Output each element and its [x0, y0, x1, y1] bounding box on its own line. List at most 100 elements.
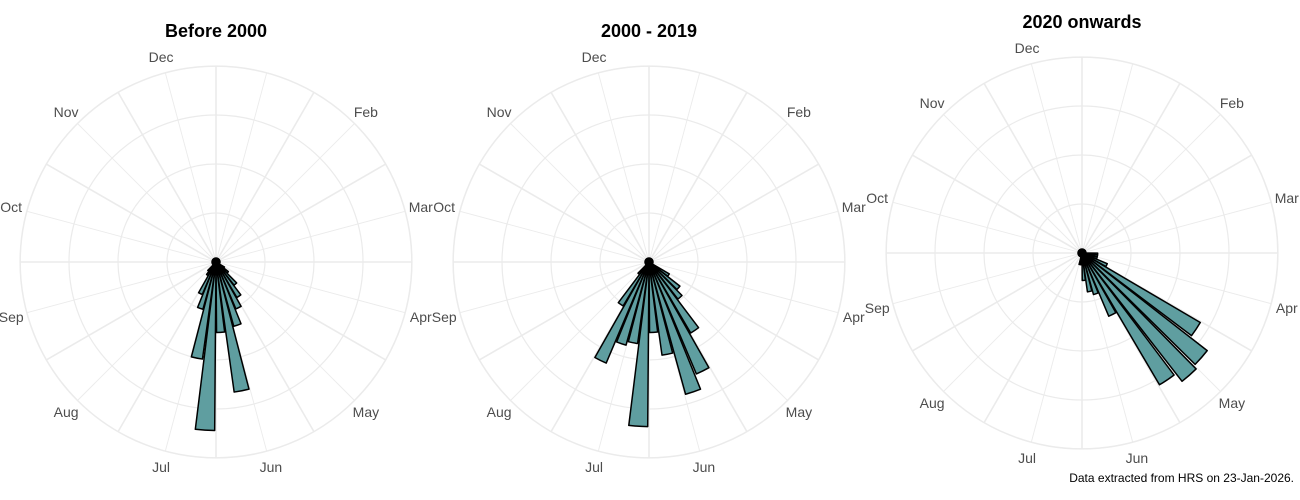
grid-spoke-minor: [1030, 252, 1083, 443]
grid-spoke-major: [648, 261, 819, 361]
grid-spoke-minor: [215, 261, 355, 401]
grid-spoke-minor: [648, 210, 839, 263]
grid-spoke-minor: [1081, 114, 1221, 254]
bar: [648, 261, 702, 395]
bar: [215, 261, 242, 327]
month-label: Mar: [842, 199, 866, 215]
grid-spoke-minor: [510, 261, 650, 401]
grid-spoke-major: [550, 92, 650, 263]
month-label: May: [353, 404, 379, 420]
bars: [1077, 248, 1208, 386]
grid-spoke-major: [215, 92, 315, 263]
bar: [648, 261, 659, 334]
grid-spoke-major: [648, 92, 748, 263]
grid-spoke-minor: [1081, 63, 1134, 254]
grid-spoke-minor: [943, 114, 1083, 254]
grid-spoke-major: [912, 154, 1083, 254]
grid-spoke-minor: [459, 261, 650, 314]
bar: [1081, 252, 1093, 293]
month-label: Aug: [54, 404, 79, 420]
month-label: May: [786, 404, 812, 420]
month-label: Mar: [1275, 190, 1299, 206]
month-label: Sep: [865, 300, 890, 316]
bar: [1081, 252, 1117, 317]
grid-spoke-major: [648, 163, 819, 263]
month-label: Jul: [152, 459, 170, 475]
bar: [1081, 252, 1202, 337]
grid-spoke-major: [479, 261, 650, 361]
grid-spoke-minor: [1030, 63, 1083, 254]
grid-spoke-minor: [459, 210, 650, 263]
grid-spoke-major: [1081, 154, 1252, 254]
month-label: Apr: [410, 309, 432, 325]
month-label: Nov: [487, 104, 512, 120]
panel-title: 2000 - 2019: [601, 21, 697, 41]
month-label: Apr: [843, 309, 865, 325]
grid-spoke-minor: [215, 210, 406, 263]
panel-before-2000: Before 2000 Feb Mar Apr May Jun Jul Aug Sep Oct N…: [0, 21, 433, 475]
grid-spoke-major: [46, 261, 217, 361]
data-source-caption: Data extracted from HRS on 23-Jan-2026.: [1069, 471, 1294, 485]
grid-spoke-major: [983, 252, 1083, 423]
grid-spoke-major: [215, 261, 386, 361]
grid-spoke-minor: [892, 201, 1083, 254]
month-label: Nov: [54, 104, 79, 120]
grid-spoke-minor: [215, 72, 268, 263]
month-label: Feb: [354, 104, 378, 120]
month-labels: Dec Feb Mar Apr May Jun Jul Aug Sep Oct Nov: [432, 49, 866, 475]
grid-spoke-minor: [510, 123, 650, 263]
grid-spoke-major: [1081, 83, 1181, 254]
month-label: Jun: [260, 459, 283, 475]
grid-spoke-minor: [215, 261, 406, 314]
panel-2020-onwards: 2020 onwards Dec Feb Mar Apr May Jun Jul Aug Sep…: [865, 12, 1299, 466]
bar: [215, 261, 242, 310]
grid-spoke-minor: [164, 72, 217, 263]
month-label: Dec: [582, 49, 607, 65]
grid-spoke-major: [46, 163, 217, 263]
month-label: Nov: [920, 95, 945, 111]
grid-spoke-major: [215, 163, 386, 263]
panel-2000-2019: 2000 - 2019 Dec Feb Mar Apr May Jun Jul Aug Sep O…: [432, 21, 866, 475]
bar: [1081, 252, 1197, 383]
bar: [648, 261, 710, 375]
bar: [648, 261, 700, 334]
grid-spoke-minor: [648, 72, 701, 263]
month-label: Jul: [1018, 450, 1036, 466]
month-label: Oct: [433, 199, 455, 215]
panel-title: 2020 onwards: [1022, 12, 1141, 32]
grid-spoke-minor: [26, 210, 217, 263]
bar: [215, 261, 250, 393]
month-label: Jul: [585, 459, 603, 475]
bars: [594, 257, 710, 428]
month-label: Sep: [432, 309, 457, 325]
month-label: Jun: [1126, 450, 1149, 466]
month-label: Feb: [787, 104, 811, 120]
bar: [1081, 252, 1099, 296]
month-label: Apr: [1276, 300, 1298, 316]
grid-spoke-minor: [1081, 252, 1272, 305]
month-label: Dec: [1015, 40, 1040, 56]
grid-spoke-minor: [648, 123, 788, 263]
bars: [190, 257, 250, 432]
grid-spoke-minor: [648, 261, 839, 314]
grid-spoke-minor: [597, 72, 650, 263]
month-label: Aug: [487, 404, 512, 420]
bar: [1081, 252, 1087, 282]
bar: [1081, 252, 1208, 366]
grid-spoke-minor: [892, 252, 1083, 305]
grid-spoke-minor: [215, 123, 355, 263]
bar: [594, 261, 650, 364]
month-label: Mar: [409, 199, 433, 215]
bar: [648, 261, 674, 356]
panel-title: Before 2000: [165, 21, 267, 41]
month-labels: Dec Feb Mar Apr May Jun Jul Aug Sep Oct Nov: [865, 40, 1299, 466]
month-label: Aug: [920, 395, 945, 411]
month-label: Dec: [149, 49, 174, 65]
bar: [215, 261, 226, 334]
month-label: Feb: [1220, 95, 1244, 111]
grid-spoke-minor: [77, 261, 217, 401]
month-label: Oct: [866, 190, 888, 206]
grid-spoke-minor: [943, 252, 1083, 392]
month-label: Sep: [0, 309, 24, 325]
